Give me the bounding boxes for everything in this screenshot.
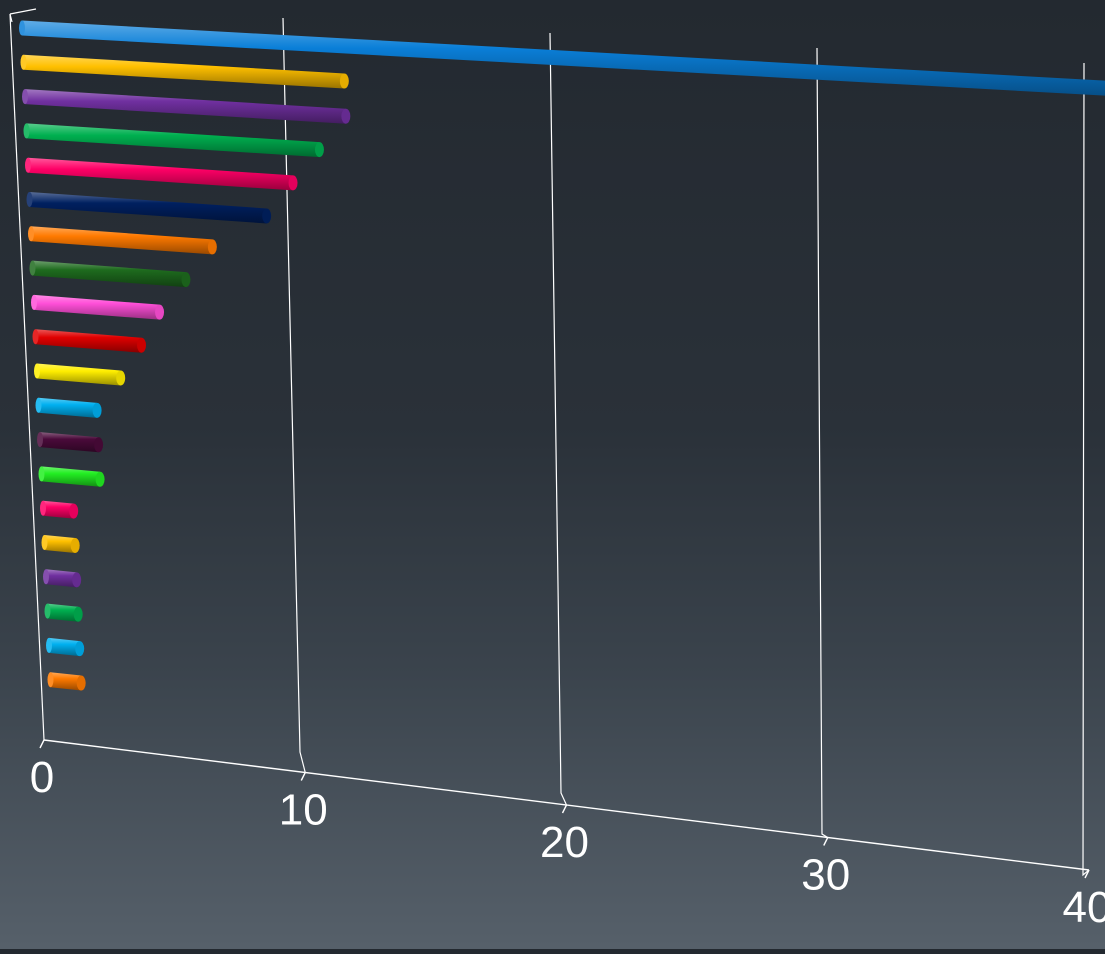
bar [43,569,82,588]
x-axis-ticks: 0 10 20 30 40 [30,739,1105,932]
x-tick-mark [561,804,568,814]
bar [44,603,83,622]
x-tick-mark [1084,869,1090,879]
grid-line [1082,62,1090,877]
x-tick-mark [823,837,829,846]
bar [26,192,272,224]
back-wall-corner [9,8,37,23]
bar [23,123,324,158]
x-tick-label: 0 [30,753,54,802]
x-tick-mark [39,739,45,749]
bar [34,363,126,386]
bar [20,54,349,89]
x-tick-label: 40 [1063,883,1105,932]
grid-line [816,47,829,839]
bar [46,637,85,657]
bar [19,20,1105,96]
bar [41,535,80,553]
bar [25,157,298,191]
bar [28,226,217,255]
bar [32,329,147,353]
grid-line [9,13,45,741]
bar [47,672,86,691]
x-tick-label: 20 [540,818,589,867]
bar [22,89,351,124]
grid-line [282,17,306,773]
x-tick-label: 10 [279,786,328,835]
grid-line [549,32,568,806]
bar [38,466,105,487]
bar [40,500,79,519]
bar [29,260,191,288]
bars [19,20,1105,691]
bar [35,397,102,418]
x-tick-mark [300,772,306,781]
bar [31,294,165,320]
bar [37,432,104,453]
x-tick-label: 30 [801,851,850,900]
